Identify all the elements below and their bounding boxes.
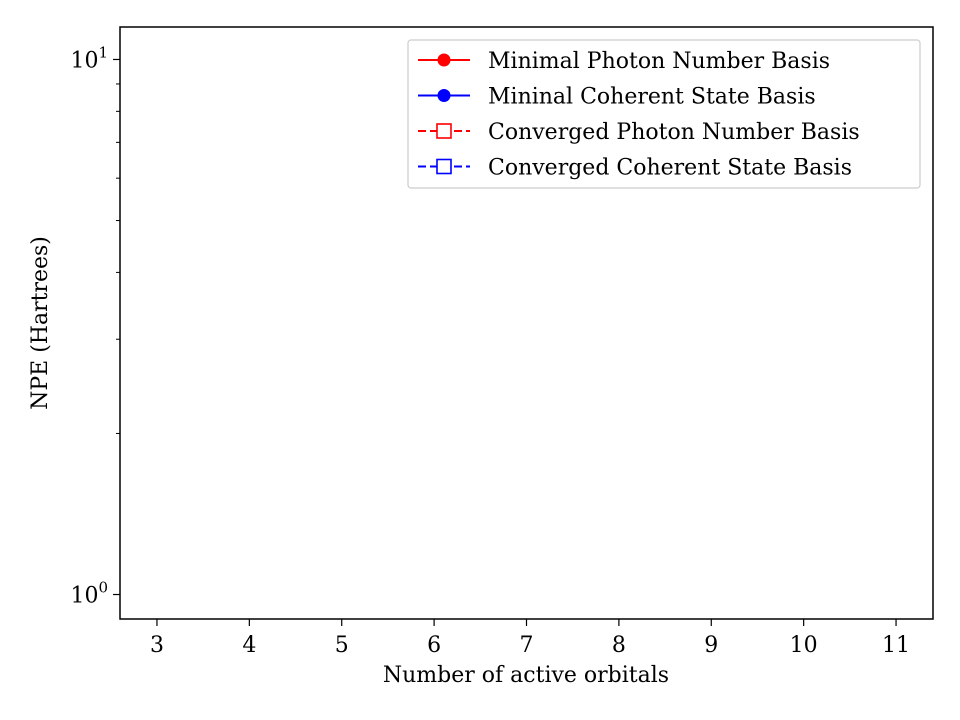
legend-marker bbox=[436, 158, 452, 175]
legend-frame bbox=[407, 39, 921, 189]
legend-marker bbox=[437, 53, 451, 67]
x-tick-label: 11 bbox=[882, 633, 910, 658]
x-tick-label: 3 bbox=[150, 633, 164, 658]
legend-marker bbox=[436, 123, 452, 139]
legend-item: Minimal Photon Number Basis bbox=[418, 49, 830, 74]
x-tick-label: 5 bbox=[335, 633, 349, 658]
legend: Minimal Photon Number Basis Mininal Coher… bbox=[407, 39, 921, 189]
x-axis-label: Number of active orbitals bbox=[383, 663, 669, 688]
legend-item: Converged Photon Number Basis bbox=[418, 120, 860, 145]
legend-label: Converged Coherent State Basis bbox=[488, 156, 852, 181]
x-tick-label: 8 bbox=[612, 633, 626, 658]
x-tick-label: 6 bbox=[427, 633, 441, 658]
x-axis-ticks: 3 4 5 6 7 8 9 10 11 bbox=[150, 619, 910, 658]
legend-marker bbox=[437, 89, 451, 102]
legend-label: Mininal Coherent State Basis bbox=[488, 85, 816, 110]
y-axis-label: NPE (Hartrees) bbox=[28, 236, 53, 410]
y-tick-label: 100 bbox=[70, 579, 108, 609]
legend-label: Converged Photon Number Basis bbox=[488, 120, 860, 145]
x-tick-label: 10 bbox=[790, 633, 818, 658]
y-axis-ticks: 100 101 bbox=[70, 43, 120, 609]
x-tick-label: 9 bbox=[704, 633, 718, 658]
legend-item: Converged Coherent State Basis bbox=[418, 156, 852, 181]
legend-label: Minimal Photon Number Basis bbox=[488, 49, 830, 74]
plot-frame bbox=[119, 26, 934, 620]
x-tick-label: 4 bbox=[242, 633, 256, 658]
legend-item: Mininal Coherent State Basis bbox=[418, 85, 816, 110]
x-tick-label: 7 bbox=[520, 633, 534, 658]
y-tick-label: 101 bbox=[70, 43, 108, 73]
